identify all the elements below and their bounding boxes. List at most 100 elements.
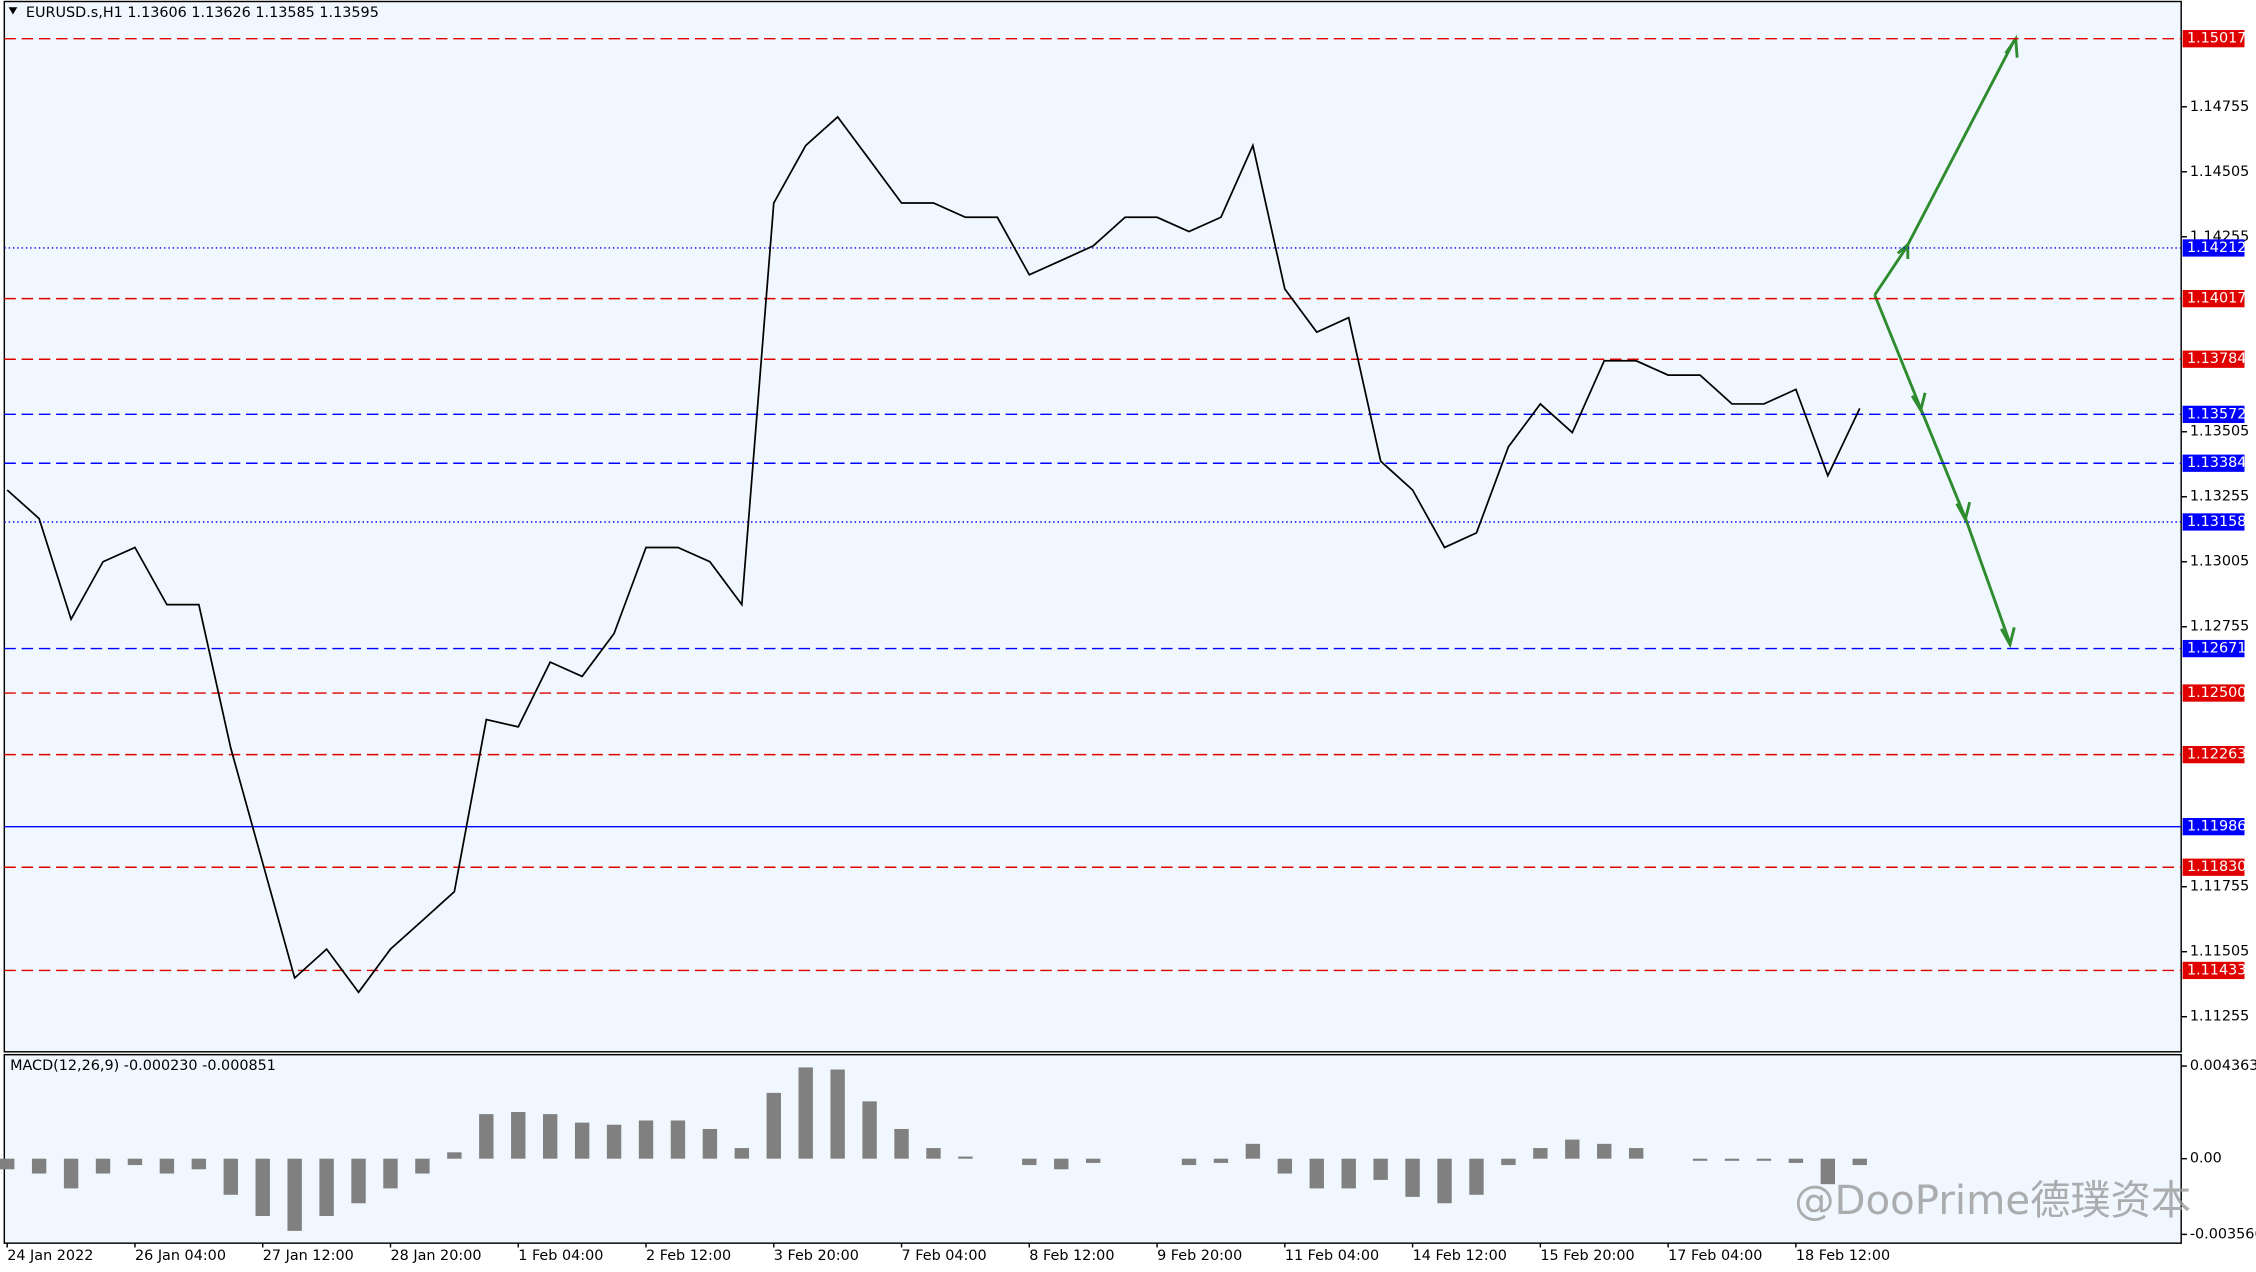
macd-bar <box>1756 1158 1772 1161</box>
y-tick-label: 1.12755 <box>2190 619 2249 635</box>
level-label-box <box>2182 290 2245 308</box>
macd-bar <box>894 1128 909 1159</box>
x-tick-label: 8 Feb 12:00 <box>1029 1248 1114 1264</box>
y-tick-label: -0.003566 <box>2190 1226 2256 1242</box>
level-label: 1.12671 <box>2187 641 2246 657</box>
level-label-box <box>2182 858 2245 876</box>
macd-bar <box>63 1158 79 1189</box>
macd-bar <box>862 1101 877 1159</box>
level-label-box <box>2182 746 2245 764</box>
macd-bar <box>1181 1158 1197 1166</box>
macd-bar <box>1022 1158 1037 1166</box>
macd-bar <box>542 1114 558 1159</box>
macd-bar <box>1373 1158 1388 1180</box>
macd-bar <box>574 1122 590 1159</box>
macd-bar <box>447 1152 462 1159</box>
macd-bar <box>1692 1158 1708 1161</box>
level-label: 1.13572 <box>2187 406 2246 422</box>
macd-bar <box>1628 1148 1644 1159</box>
level-label: 1.13384 <box>2187 455 2246 471</box>
x-tick-label: 14 Feb 12:00 <box>1413 1248 1507 1264</box>
level-label: 1.15017 <box>2187 31 2246 47</box>
macd-bar <box>511 1111 526 1159</box>
macd-bar <box>415 1158 430 1174</box>
macd-bar <box>287 1158 302 1231</box>
macd-bar <box>255 1158 270 1216</box>
macd-bar <box>1085 1158 1101 1163</box>
pane-icon <box>8 7 18 15</box>
level-label: 1.11830 <box>2187 859 2246 875</box>
macd-bar <box>734 1148 750 1159</box>
macd-bar <box>1501 1158 1516 1166</box>
x-tick-label: 1 Feb 04:00 <box>518 1248 603 1264</box>
x-tick-label: 11 Feb 04:00 <box>1285 1248 1379 1264</box>
level-label: 1.13158 <box>2187 514 2246 530</box>
price-pane <box>3 0 2182 1053</box>
y-tick-label: 1.11755 <box>2190 879 2249 895</box>
macd-bar <box>1277 1158 1293 1174</box>
chart-title: EURUSD.s,H1 1.13606 1.13626 1.13585 1.13… <box>26 5 379 21</box>
x-tick-label: 15 Feb 20:00 <box>1540 1248 1634 1264</box>
y-tick-label: 0.00 <box>2190 1151 2222 1167</box>
x-tick-label: 26 Jan 04:00 <box>135 1248 226 1264</box>
x-tick-label: 27 Jan 12:00 <box>263 1248 354 1264</box>
x-tick-label: 17 Feb 04:00 <box>1668 1248 1762 1264</box>
level-label-box <box>2182 239 2245 257</box>
watermark: @DooPrime德璞资本 <box>1794 1178 2191 1224</box>
macd-bar <box>383 1158 398 1189</box>
x-tick-label: 9 Feb 20:00 <box>1157 1248 1242 1264</box>
macd-bar <box>1533 1148 1548 1159</box>
macd-bar <box>191 1158 207 1170</box>
x-tick-label: 18 Feb 12:00 <box>1796 1248 1890 1264</box>
y-tick-label: 1.13505 <box>2190 424 2249 440</box>
macd-bar <box>830 1069 845 1159</box>
macd-bar <box>1469 1158 1484 1195</box>
macd-bar <box>1788 1158 1804 1163</box>
level-label: 1.14017 <box>2187 291 2246 307</box>
macd-bar <box>702 1128 718 1159</box>
level-label-box <box>2182 405 2245 423</box>
x-tick-label: 24 Jan 2022 <box>7 1248 93 1264</box>
x-tick-label: 7 Feb 04:00 <box>902 1248 987 1264</box>
y-tick-label: 1.14505 <box>2190 164 2249 180</box>
level-label-box <box>2182 961 2245 980</box>
macd-bar <box>31 1158 47 1174</box>
macd-bar <box>479 1114 494 1159</box>
macd-bar <box>926 1148 941 1159</box>
macd-bar <box>958 1156 973 1159</box>
arrow-head <box>1896 241 1910 260</box>
level-label-box <box>2182 639 2245 658</box>
y-tick-label: 0.004363 <box>2190 1058 2256 1074</box>
level-label: 1.13784 <box>2187 351 2246 367</box>
x-tick-label: 2 Feb 12:00 <box>646 1248 731 1264</box>
level-label-box <box>2182 350 2245 368</box>
macd-bar <box>127 1158 143 1166</box>
macd-bar <box>638 1120 654 1159</box>
macd-bar <box>159 1158 175 1174</box>
level-label: 1.12263 <box>2187 747 2246 763</box>
level-label-box <box>2182 818 2245 836</box>
macd-bar <box>1309 1158 1324 1189</box>
macd-bar <box>1852 1158 1867 1166</box>
level-label-box <box>2182 513 2245 531</box>
macd-bar <box>766 1092 781 1159</box>
arrow-head <box>1955 501 1972 524</box>
level-label-box <box>2182 684 2245 702</box>
level-label: 1.11433 <box>2187 962 2246 978</box>
level-label-box <box>2182 30 2245 48</box>
y-tick-label: 1.14755 <box>2190 99 2249 115</box>
level-label: 1.11986 <box>2187 819 2246 835</box>
level-label: 1.14212 <box>2187 240 2246 256</box>
level-label: 1.12500 <box>2187 685 2246 701</box>
macd-bar <box>1724 1158 1740 1161</box>
macd-title: MACD(12,26,9) -0.000230 -0.000851 <box>10 1058 276 1074</box>
macd-bar <box>0 1158 15 1170</box>
macd-bar <box>1245 1143 1261 1159</box>
y-tick-label: 1.11255 <box>2190 1009 2249 1025</box>
price-line <box>6 115 1861 994</box>
level-label-box <box>2182 454 2245 472</box>
macd-bar <box>1054 1158 1069 1170</box>
arrow-head <box>2000 627 2016 649</box>
y-tick-label: 1.13005 <box>2190 554 2249 570</box>
